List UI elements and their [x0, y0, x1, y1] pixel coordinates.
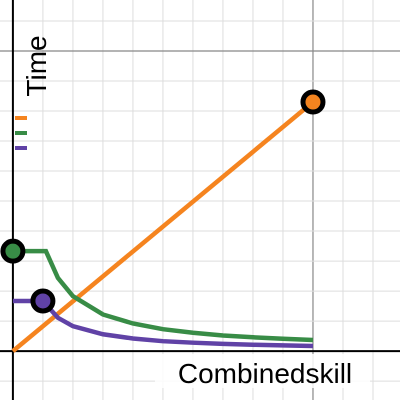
curve [12, 298, 314, 349]
label-backdrop [155, 354, 370, 388]
x-axis-label: Combinedskill [178, 358, 352, 389]
point [0, 238, 26, 264]
y-axis-label: Time [21, 35, 52, 96]
point [30, 288, 56, 314]
point [300, 89, 326, 115]
curve [11, 100, 315, 353]
curve [12, 248, 314, 343]
